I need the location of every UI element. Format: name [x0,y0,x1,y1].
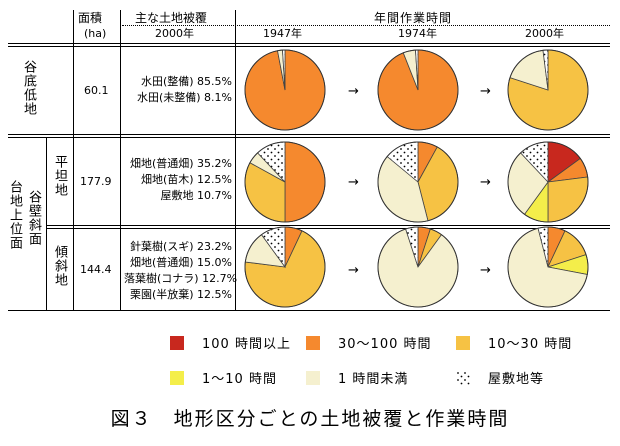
legend-swatch [306,335,320,350]
cover-item: 落葉樹(コナラ) 12.7% [124,272,238,285]
cover-list: 水田(整備) 85.5% 水田(未整備) 8.1% [124,74,232,106]
year-1974: 1974年 [398,27,437,40]
pie-outline [244,141,326,223]
cover-item: 畑地(普通畑) 15.0% [129,256,232,269]
grid-line [8,43,610,44]
cover-year: 2000年 [155,27,194,40]
arrow-icon: → [348,84,359,99]
area-value: 177.9 [80,175,112,188]
legend-item-1to10: 1～10 時間 [170,368,277,387]
year-2000: 2000年 [525,27,564,40]
arrow-icon: → [480,175,491,190]
grid-line [46,228,610,229]
cover-item: 針葉樹(スギ) 23.2% [129,240,232,253]
cover-list: 針葉樹(スギ) 23.2% 畑地(普通畑) 15.0% 落葉樹(コナラ) 12.… [124,239,238,303]
cover-item: 屋敷地 10.7% [160,189,232,202]
legend-label: 1～10 時間 [202,372,277,387]
figure-caption: 図３ 地形区分ごとの土地被覆と作業時間 [110,408,510,430]
group-label-slope: 谷壁斜面 [26,190,41,246]
cover-item: 水田(整備) 85.5% [140,75,232,88]
area-header: 面積 [78,11,103,25]
grid-line [235,10,236,310]
arrow-icon: → [480,263,491,278]
legend-label: 1 時間未満 [338,372,409,387]
pie-outline [377,49,459,131]
legend-swatch [306,370,320,385]
grid-line [120,10,121,310]
pie-outline [244,226,326,308]
area-value: 60.1 [84,84,109,97]
arrow-icon: → [480,84,491,99]
pie-outline [377,141,459,223]
pie-outline [377,226,459,308]
legend-item-lt1: 1 時間未満 [306,368,408,387]
cover-item: 栗園(半放棄) 12.5% [129,288,232,301]
header-dotted-line [237,25,610,26]
arrow-icon: → [348,175,359,190]
legend-item-10to30: 10～30 時間 [456,333,572,352]
arrow-icon: → [348,263,359,278]
pie-outline [244,49,326,131]
group-label-upland: 台地上位面 [7,180,22,250]
legend-item-house: 屋敷地等 [456,368,544,387]
grid-line [8,134,610,135]
area-value: 144.4 [80,263,112,276]
pie-outline [507,141,589,223]
grid-line [8,46,610,47]
legend-label: 30～100 時間 [338,337,432,352]
legend-label: 100 時間以上 [202,337,291,352]
pie-slice [284,141,326,223]
pie-outline [507,226,589,308]
grid-line [8,137,610,138]
legend-swatch [456,335,470,350]
pie-outline [507,49,589,131]
legend-swatch [456,370,470,385]
area-unit: (ha) [84,27,107,40]
grid-line [8,310,610,311]
cover-item: 畑地(苗木) 12.5% [140,173,232,186]
header-dotted-line [122,25,234,26]
work-time-header: 年間作業時間 [374,11,453,25]
grid-line [46,225,610,226]
row-label-slope: 傾斜地 [52,245,67,287]
pie-slice [547,176,589,223]
legend-item-30to100: 30～100 時間 [306,333,432,352]
legend-swatch [170,370,184,385]
cover-item: 水田(未整備) 8.1% [136,91,232,104]
grid-line [73,10,74,310]
cover-header: 主な土地被覆 [135,11,208,25]
cover-item: 畑地(普通畑) 35.2% [129,157,232,170]
row-label-valley-floor: 谷底低地 [21,60,36,116]
legend-label: 屋敷地等 [488,372,545,387]
row-label-flat: 平坦地 [52,155,67,197]
cover-list: 畑地(普通畑) 35.2% 畑地(苗木) 12.5% 屋敷地 10.7% [124,156,232,204]
legend-swatch [170,335,184,350]
legend-item-gt100: 100 時間以上 [170,333,291,352]
year-1947: 1947年 [263,27,302,40]
grid-line [46,137,47,310]
legend-label: 10～30 時間 [488,337,573,352]
